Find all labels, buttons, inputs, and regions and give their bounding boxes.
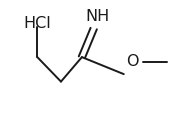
Text: HCl: HCl — [24, 16, 51, 31]
Text: NH: NH — [85, 9, 110, 24]
Text: O: O — [127, 54, 139, 69]
